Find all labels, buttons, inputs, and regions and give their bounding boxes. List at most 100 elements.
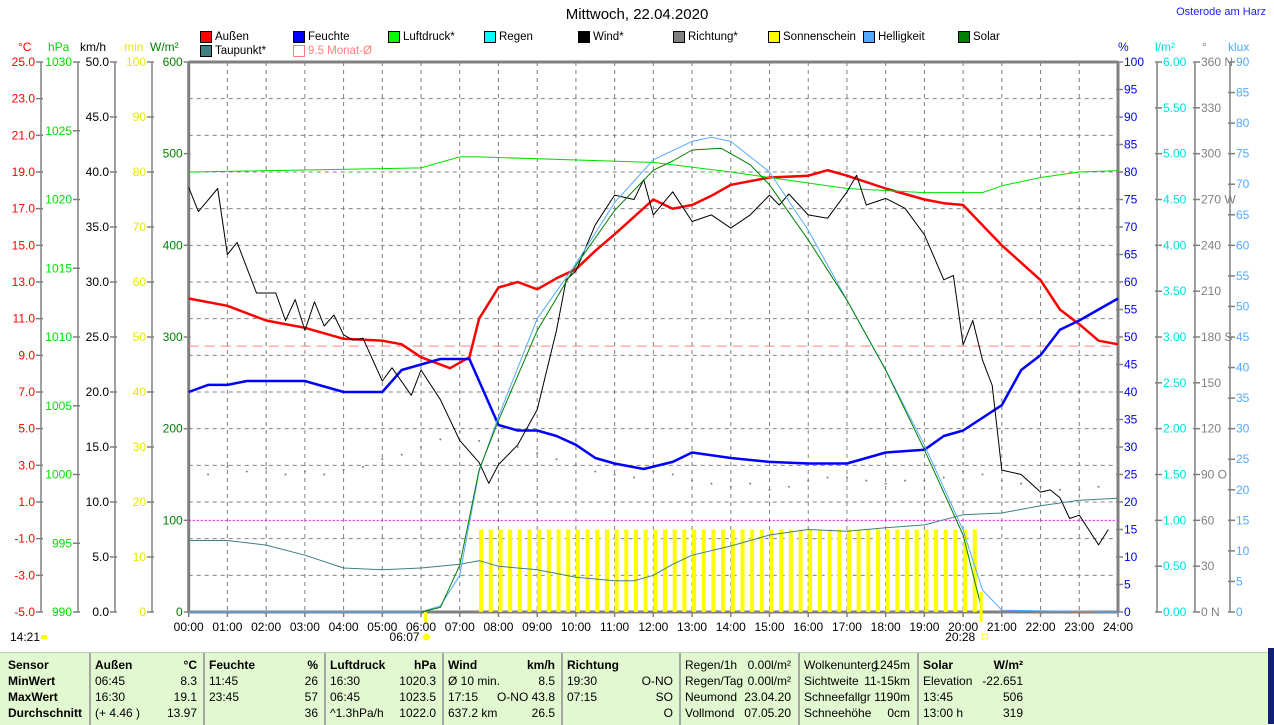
cell-value: -22.651	[982, 674, 1023, 688]
axis-label-solar: 300	[163, 330, 183, 344]
legend-item: Luftdruck*	[388, 31, 455, 43]
direction-point	[652, 470, 655, 473]
table-row: Schneehöhe 0cm	[800, 705, 916, 721]
sunshine-bar	[517, 529, 522, 612]
sunshine-bar	[769, 529, 774, 612]
group-unit: %	[307, 658, 318, 672]
axis-label-sun: 10	[133, 550, 147, 564]
row-labels: Sensor MinWert MaxWert Durchschnitt	[4, 657, 88, 723]
cell-value: 0cm	[887, 706, 910, 720]
sunshine-bar	[895, 529, 900, 612]
sunset-label: 20:28	[945, 630, 975, 644]
axis-label-rain: 3.50	[1163, 284, 1187, 298]
axis-label-press: 1020	[45, 193, 72, 207]
direction-point	[729, 485, 732, 488]
legend-swatch	[484, 31, 496, 43]
cell-value: 07.05.20	[744, 706, 791, 720]
axis-label-hum: 30	[1124, 440, 1138, 454]
x-tick-label: 04:00	[329, 620, 359, 634]
axis-label-hum: 25	[1124, 468, 1138, 482]
cell-value: 11-15km	[864, 674, 910, 688]
group-feuchte: Feuchte% 11:45 26 23:45 57 36	[205, 657, 324, 723]
group-title: Richtung	[567, 658, 619, 672]
table-row: 06:45 1023.5	[326, 689, 442, 705]
axis-label-sun: 0	[139, 605, 146, 619]
x-tick-label: 14:00	[716, 620, 746, 634]
cell-value: 319	[1002, 706, 1023, 720]
direction-point	[865, 479, 868, 482]
axis-label-dir: 30	[1201, 559, 1215, 573]
cell-label: 637.2 km	[448, 706, 498, 720]
axis-unit-dir: °	[1202, 40, 1207, 54]
direction-point	[323, 473, 326, 476]
direction-point	[226, 465, 229, 468]
axis-label-rain: 5.00	[1163, 147, 1187, 161]
cell-value: 0.00l/m²	[747, 658, 791, 672]
sunshine-bar	[508, 529, 513, 612]
table-row: Vollmond 07.05.20	[681, 705, 797, 721]
axis-label-hum: 75	[1124, 193, 1138, 207]
axis-label-lux: 45	[1236, 330, 1250, 344]
column-separator	[798, 653, 800, 725]
axis-label-dir: 330	[1201, 101, 1221, 115]
axis-label-sun: 60	[133, 275, 147, 289]
sunshine-bar	[643, 529, 648, 612]
group-title: Solar	[923, 658, 954, 672]
group-richtung: Richtung 19:30 O-NO 07:15 SO O	[563, 657, 679, 723]
axis-label-solar: 200	[163, 422, 183, 436]
table-row: 19:30 O-NO	[563, 673, 679, 689]
axis-label-lux: 5	[1236, 574, 1243, 588]
table-row: Wolkenunterg 1245m	[800, 657, 916, 673]
sunshine-bar	[837, 529, 842, 612]
axis-label-temp: 21.0	[12, 128, 36, 142]
table-row: Elevation -22.651	[919, 673, 1029, 689]
axis-label-hum: 60	[1124, 275, 1138, 289]
axis-unit-lux: klux	[1228, 40, 1250, 54]
direction-point	[1058, 488, 1061, 491]
cell-value: 1190m	[874, 690, 910, 704]
sunshine-bar	[779, 529, 784, 612]
legend-item: 9.5 Monat-Ø	[293, 45, 372, 57]
group-header: Solar W/m²	[919, 657, 1029, 673]
table-row: 16:30 1020.3	[326, 673, 442, 689]
axis-label-press: 1025	[45, 124, 72, 138]
direction-point	[710, 482, 713, 485]
cell-value: 13.97	[166, 706, 197, 720]
axis-label-lux: 90	[1236, 55, 1250, 69]
axis-label-press: 1005	[45, 399, 72, 413]
legend-label: Regen	[499, 31, 533, 43]
table-row: 637.2 km 26.5	[444, 705, 561, 721]
cell-label: 06:45	[330, 690, 361, 704]
sunshine-bar	[498, 529, 503, 612]
cell-value: 57	[304, 690, 318, 704]
axis-label-rain: 6.00	[1163, 55, 1187, 69]
sunshine-bar	[866, 529, 871, 612]
x-tick-label: 08:00	[483, 620, 513, 634]
axis-label-sun: 100	[126, 55, 146, 69]
sunshine-bar	[846, 529, 851, 612]
axis-unit-solar: W/m²	[150, 40, 179, 54]
stats-table: Sensor MinWert MaxWert Durchschnitt Außen °C 0…	[0, 652, 1268, 725]
group-unit: km/h	[526, 658, 555, 672]
table-row: 11:45 26	[205, 673, 324, 689]
axis-label-hum: 85	[1124, 138, 1138, 152]
axis-label-wind: 25.0	[86, 330, 110, 344]
axis-unit-press: hPa	[48, 40, 70, 54]
axis-label-temp: 15.0	[12, 238, 36, 252]
axis-label-lux: 35	[1236, 391, 1250, 405]
group-title: Feuchte	[209, 658, 256, 672]
cell-label: 19:30	[567, 674, 598, 688]
axis-label-hum: 5	[1124, 578, 1131, 592]
table-row: 17:15 O-NO 43.8	[444, 689, 561, 705]
axis-label-press: 1000	[45, 468, 72, 482]
cell-label: Schneefallgr	[804, 690, 871, 704]
sunshine-bar	[682, 529, 687, 612]
window-edge	[1268, 648, 1274, 724]
cell-label: Sichtweite	[804, 674, 859, 688]
sunshine-bar	[711, 529, 716, 612]
series-luftdruck	[188, 156, 1119, 194]
sunshine-bar	[604, 529, 609, 612]
sunshine-bar	[875, 529, 880, 612]
direction-point	[962, 470, 965, 473]
table-row: ^1.3hPa/h 1022.0	[326, 705, 442, 721]
